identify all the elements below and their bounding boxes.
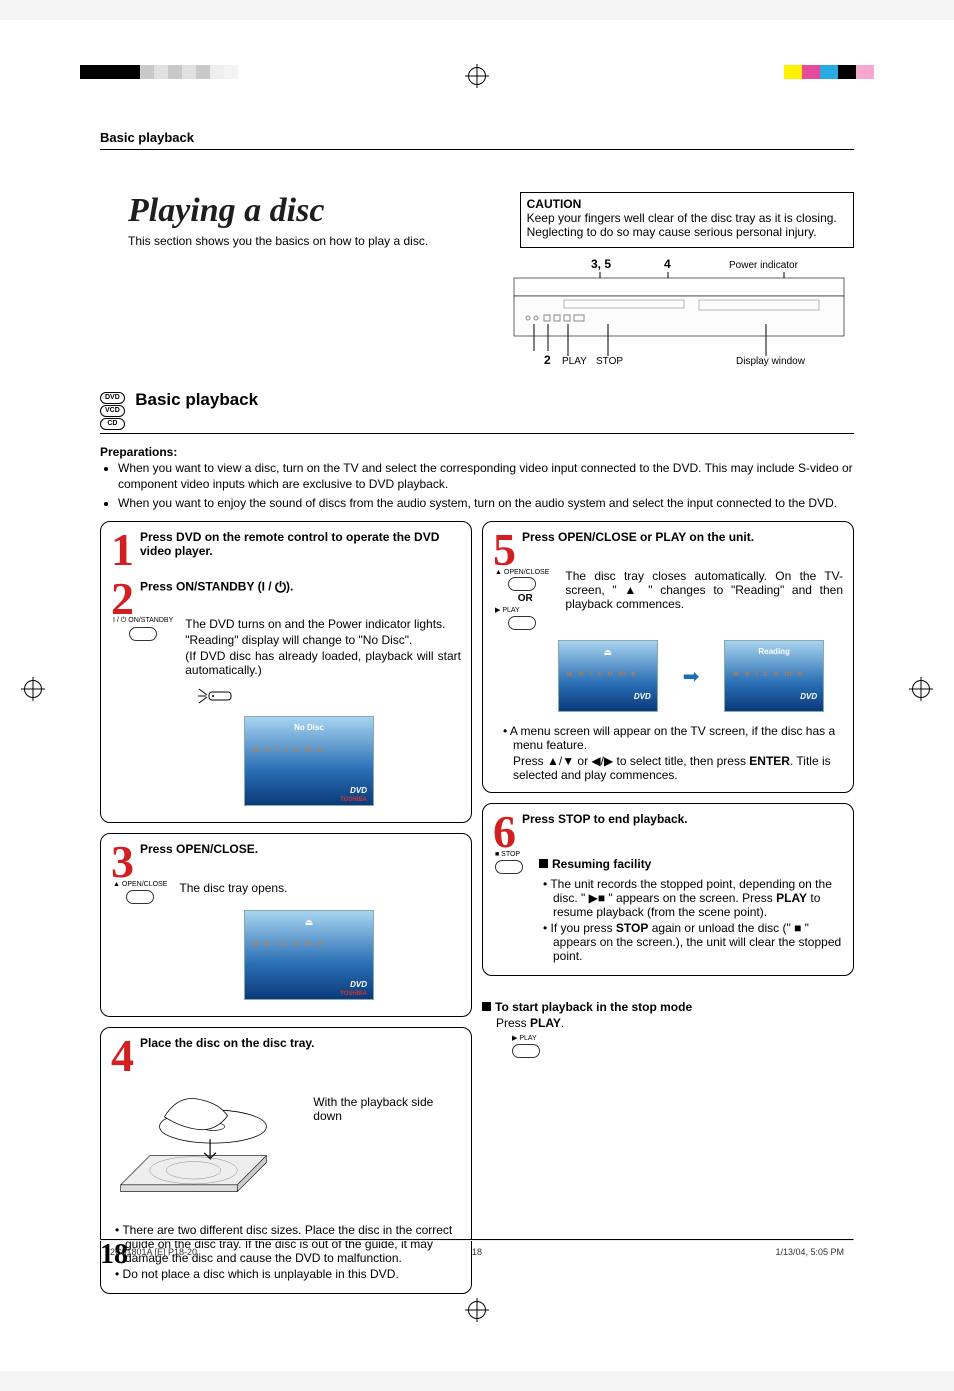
step-num-1: 1 xyxy=(111,532,134,569)
manual-page: Basic playback Playing a disc This secti… xyxy=(0,20,954,1371)
step-4-sidetext: With the playback side down xyxy=(313,1095,461,1123)
caution-head: CAUTION xyxy=(527,197,582,211)
format-badges: DVD VCD CD xyxy=(100,392,125,430)
footer-right: 1/13/04, 5:05 PM xyxy=(775,1247,844,1257)
step-num-6: 6 xyxy=(493,814,516,851)
badge-vcd: VCD xyxy=(100,405,125,417)
callout-power: Power indicator xyxy=(729,260,799,271)
footer-rule xyxy=(100,1239,854,1241)
preparations-block: Preparations: When you want to view a di… xyxy=(100,444,854,511)
step-1-2-box: 1 Press DVD on the remote control to ope… xyxy=(100,521,472,824)
title-block: Playing a disc This section shows you th… xyxy=(100,192,500,248)
footer-center: 18 xyxy=(472,1247,482,1257)
mark-squares-left xyxy=(80,65,238,79)
start-mode-head: To start playback in the stop mode xyxy=(495,1000,692,1014)
callout-play: PLAY xyxy=(562,356,587,367)
step-5-screens: ⏏ w e l c o m e DVD ➡ Reading w e l c o … xyxy=(539,634,843,718)
square-icon xyxy=(539,859,548,868)
step-3-head: Press OPEN/CLOSE. xyxy=(140,842,461,856)
registration-mark-icon xyxy=(468,67,486,85)
resume-bullet-1: The unit records the stopped point, depe… xyxy=(553,877,843,919)
step-1-head: Press DVD on the remote control to opera… xyxy=(140,530,461,558)
play-button-illus: ▶ PLAY xyxy=(512,1034,540,1058)
tv-screen-eject-small: ⏏ w e l c o m e DVD xyxy=(558,640,658,712)
disc-tray-illustration xyxy=(111,1081,305,1211)
page-title: Playing a disc xyxy=(128,192,500,230)
section-title: Basic playback xyxy=(135,390,258,410)
stop-button-illus: ■ STOP xyxy=(495,851,523,874)
steps-area: 1 Press DVD on the remote control to ope… xyxy=(100,521,854,1294)
player-diagram: 3, 5 4 Power indicator xyxy=(100,256,854,376)
start-stop-mode: To start playback in the stop mode Press… xyxy=(482,1000,854,1058)
badge-cd: CD xyxy=(100,418,125,430)
step-2-body2: "Reading" display will change to "No Dis… xyxy=(185,633,461,647)
steps-right-col: 5 Press OPEN/CLOSE or PLAY on the unit. … xyxy=(482,521,854,1294)
prep-item: When you want to enjoy the sound of disc… xyxy=(118,495,854,511)
openclose-button-illus: ▲ OPEN/CLOSE xyxy=(113,881,167,904)
step-5-buttons: ▲ OPEN/CLOSE OR ▶ PLAY xyxy=(495,569,555,631)
title-row: Playing a disc This section shows you th… xyxy=(100,192,854,248)
step-4-bullet: There are two different disc sizes. Plac… xyxy=(125,1223,461,1265)
step-3-body: The disc tray opens. xyxy=(179,881,287,895)
step-6-head: Press STOP to end playback. xyxy=(522,812,843,826)
remote-light-icon xyxy=(197,685,233,710)
callout-display: Display window xyxy=(736,356,806,367)
eject-icon: ⏏ xyxy=(305,917,314,928)
badge-dvd: DVD xyxy=(100,392,125,404)
step-5-bullet: A menu screen will appear on the TV scre… xyxy=(513,724,843,752)
step-num-2: 2 xyxy=(111,581,134,618)
section-heading-row: DVD VCD CD Basic playback xyxy=(100,390,854,434)
standby-icon: ⏻ xyxy=(275,579,286,595)
caution-box: CAUTION Keep your fingers well clear of … xyxy=(520,192,854,248)
breadcrumb-rule xyxy=(100,149,854,150)
step-num-4: 4 xyxy=(111,1038,134,1075)
callout-stop: STOP xyxy=(596,356,623,367)
steps-left-col: 1 Press DVD on the remote control to ope… xyxy=(100,521,472,1294)
dvd-player-illustration: 3, 5 4 Power indicator xyxy=(504,256,854,376)
step-2-body1: The DVD turns on and the Power indicator… xyxy=(185,617,461,631)
step-num-3: 3 xyxy=(111,844,134,881)
step-3-box: 3 Press OPEN/CLOSE. ▲ OPEN/CLOSE The dis… xyxy=(100,833,472,1017)
step-5-box: 5 Press OPEN/CLOSE or PLAY on the unit. … xyxy=(482,521,854,793)
mark-squares-right xyxy=(784,65,874,79)
tv-screen-nodisc: No Disc w e l c o m e DVD TOSHIBA xyxy=(244,716,374,806)
resuming-head: Resuming facility xyxy=(539,857,843,871)
standby-button-illus: I / ⏻ ON/STANDBY xyxy=(113,617,173,641)
step-4-bullet: Do not place a disc which is unplayable … xyxy=(125,1267,461,1281)
square-icon xyxy=(482,1002,491,1011)
resume-bullet-2: If you press STOP again or unload the di… xyxy=(553,921,843,963)
step-5-body1: The disc tray closes automatically. On t… xyxy=(565,569,843,611)
step-2-head: Press ON/STANDBY (I / ⏻). xyxy=(140,579,461,596)
prep-item: When you want to view a disc, turn on th… xyxy=(118,460,854,492)
footer-left: 2C01801A [E] P18-20 xyxy=(110,1247,197,1257)
step-5-head: Press OPEN/CLOSE or PLAY on the unit. xyxy=(522,530,843,544)
step-2-body3: (If DVD disc has already loaded, playbac… xyxy=(185,649,461,677)
caution-text: Keep your fingers well clear of the disc… xyxy=(527,211,837,239)
breadcrumb: Basic playback xyxy=(100,130,854,145)
step-4-head: Place the disc on the disc tray. xyxy=(140,1036,461,1050)
arrow-right-icon: ➡ xyxy=(683,664,700,689)
registration-mark-left-icon xyxy=(24,680,42,698)
page-content: Basic playback Playing a disc This secti… xyxy=(100,130,854,1281)
page-subtitle: This section shows you the basics on how… xyxy=(128,234,500,248)
tv-screen-reading: Reading w e l c o m e DVD xyxy=(724,640,824,712)
tv-screen-eject: ⏏ w e l c o m e DVD TOSHIBA xyxy=(244,910,374,1000)
step-6-box: 6 Press STOP to end playback. ■ STOP Res… xyxy=(482,803,854,976)
callout-35: 3, 5 xyxy=(591,257,611,271)
step-num-5: 5 xyxy=(493,532,516,569)
callout-2: 2 xyxy=(544,353,551,367)
print-registration-marks-top xyxy=(0,65,954,85)
prep-head: Preparations: xyxy=(100,445,177,459)
registration-mark-right-icon xyxy=(912,680,930,698)
callout-4: 4 xyxy=(664,257,671,271)
registration-mark-bottom-icon xyxy=(468,1301,486,1319)
